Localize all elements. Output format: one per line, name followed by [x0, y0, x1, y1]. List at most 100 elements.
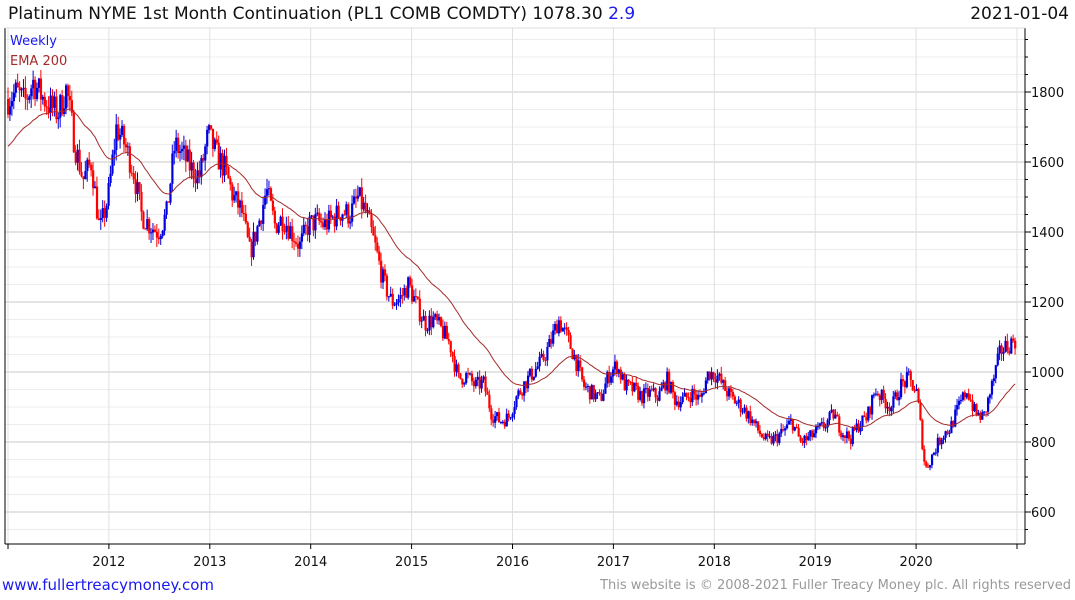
ohlc-bar	[63, 96, 66, 117]
ohlc-bar	[277, 222, 280, 235]
bar-body	[820, 422, 823, 424]
ohlc-bar	[43, 92, 46, 112]
ohlc-bar	[231, 181, 234, 207]
ohlc-bar	[144, 227, 147, 230]
bar-body	[28, 96, 31, 100]
ohlc-bar	[12, 84, 15, 109]
ohlc-bar	[153, 225, 157, 233]
bar-body	[575, 354, 578, 372]
ohlc-bar	[109, 165, 112, 187]
ohlc-bar	[575, 354, 578, 376]
bar-body	[689, 398, 692, 403]
bar-body	[333, 216, 336, 227]
bar-body	[697, 394, 700, 400]
ohlc-bar	[671, 380, 675, 399]
ohlc-bar	[548, 334, 551, 348]
ohlc-bar	[975, 403, 978, 417]
bar-body	[803, 435, 806, 443]
bar-body	[979, 412, 982, 420]
ohlc-bar	[552, 323, 555, 347]
bar-body	[57, 117, 60, 120]
ohlc-bar	[861, 415, 864, 432]
ohlc-bar	[443, 321, 447, 340]
bar-body	[486, 391, 489, 395]
ohlc-bar	[697, 390, 700, 405]
ohlc-bar	[90, 162, 93, 177]
bar-body	[898, 397, 901, 401]
ohlc-bar	[49, 87, 52, 121]
ohlc-bar	[666, 367, 669, 395]
site-link[interactable]: www.fullertreacymoney.com	[2, 576, 215, 594]
bar-body	[642, 388, 646, 404]
bar-body	[277, 225, 280, 233]
bar-body	[496, 412, 499, 417]
bar-body	[561, 328, 564, 332]
bar-body	[304, 224, 307, 227]
ohlc-bar	[525, 380, 528, 394]
ohlc-bar	[501, 419, 505, 425]
ohlc-bar	[260, 219, 263, 231]
bar-body	[407, 277, 410, 298]
bar-body	[349, 221, 352, 224]
bar-body	[828, 412, 831, 421]
ohlc-bar	[855, 418, 858, 433]
ohlc-bar	[747, 410, 750, 424]
ohlc-bar	[588, 385, 592, 404]
ohlc-bar	[772, 432, 775, 446]
ohlc-bar	[656, 395, 659, 407]
change-value: 2.9	[608, 4, 636, 24]
ohlc-bar	[403, 284, 406, 301]
ohlc-bar	[92, 161, 95, 196]
bar-body	[915, 388, 918, 391]
ohlc-bar	[691, 385, 694, 406]
ohlc-bar	[148, 217, 151, 240]
ohlc-bar	[807, 431, 810, 441]
bar-body	[387, 296, 390, 298]
ohlc-bar	[208, 123, 211, 134]
ohlc-bar	[590, 383, 593, 400]
ohlc-bar	[10, 91, 14, 116]
ohlc-bar	[107, 176, 110, 210]
ohlc-bar	[735, 400, 738, 406]
bar-body	[911, 380, 914, 391]
bar-body	[559, 320, 563, 332]
chart-title: Platinum NYME 1st Month Continuation (PL…	[8, 4, 635, 24]
ohlc-bar	[354, 188, 358, 208]
bar-body	[285, 225, 288, 232]
ohlc-bar	[749, 405, 752, 426]
ohlc-bar	[459, 373, 462, 380]
bar-body	[942, 437, 945, 440]
ohlc-bar	[499, 421, 503, 425]
bar-body	[762, 437, 765, 440]
bar-body	[648, 389, 651, 397]
bar-body	[871, 395, 874, 415]
ohlc-bar	[472, 377, 476, 393]
ohlc-bar	[196, 162, 199, 190]
bar-body	[192, 162, 195, 179]
ohlc-bar	[797, 424, 800, 437]
ohlc-bar	[683, 387, 686, 397]
ohlc-bar	[658, 386, 661, 402]
bar-body	[791, 419, 794, 431]
ohlc-bar	[998, 340, 1001, 361]
bar-body	[913, 390, 916, 392]
ohlc-bar	[894, 390, 897, 400]
bar-body	[811, 430, 814, 438]
bar-body	[190, 162, 193, 171]
ohlc-bar	[845, 427, 849, 444]
ohlc-bar	[927, 463, 930, 468]
bar-body	[153, 229, 157, 232]
bar-body	[229, 178, 232, 185]
ohlc-bar	[285, 216, 288, 240]
ohlc-bar	[78, 139, 81, 175]
bar-body	[714, 379, 717, 383]
ohlc-bar	[925, 460, 928, 468]
ohlc-bar	[496, 411, 499, 421]
bar-body	[745, 407, 748, 419]
ohlc-bar	[45, 99, 48, 115]
ohlc-bar	[824, 423, 827, 432]
ohlc-bar	[778, 431, 781, 446]
bar-body	[988, 394, 992, 398]
bar-body	[381, 269, 385, 283]
